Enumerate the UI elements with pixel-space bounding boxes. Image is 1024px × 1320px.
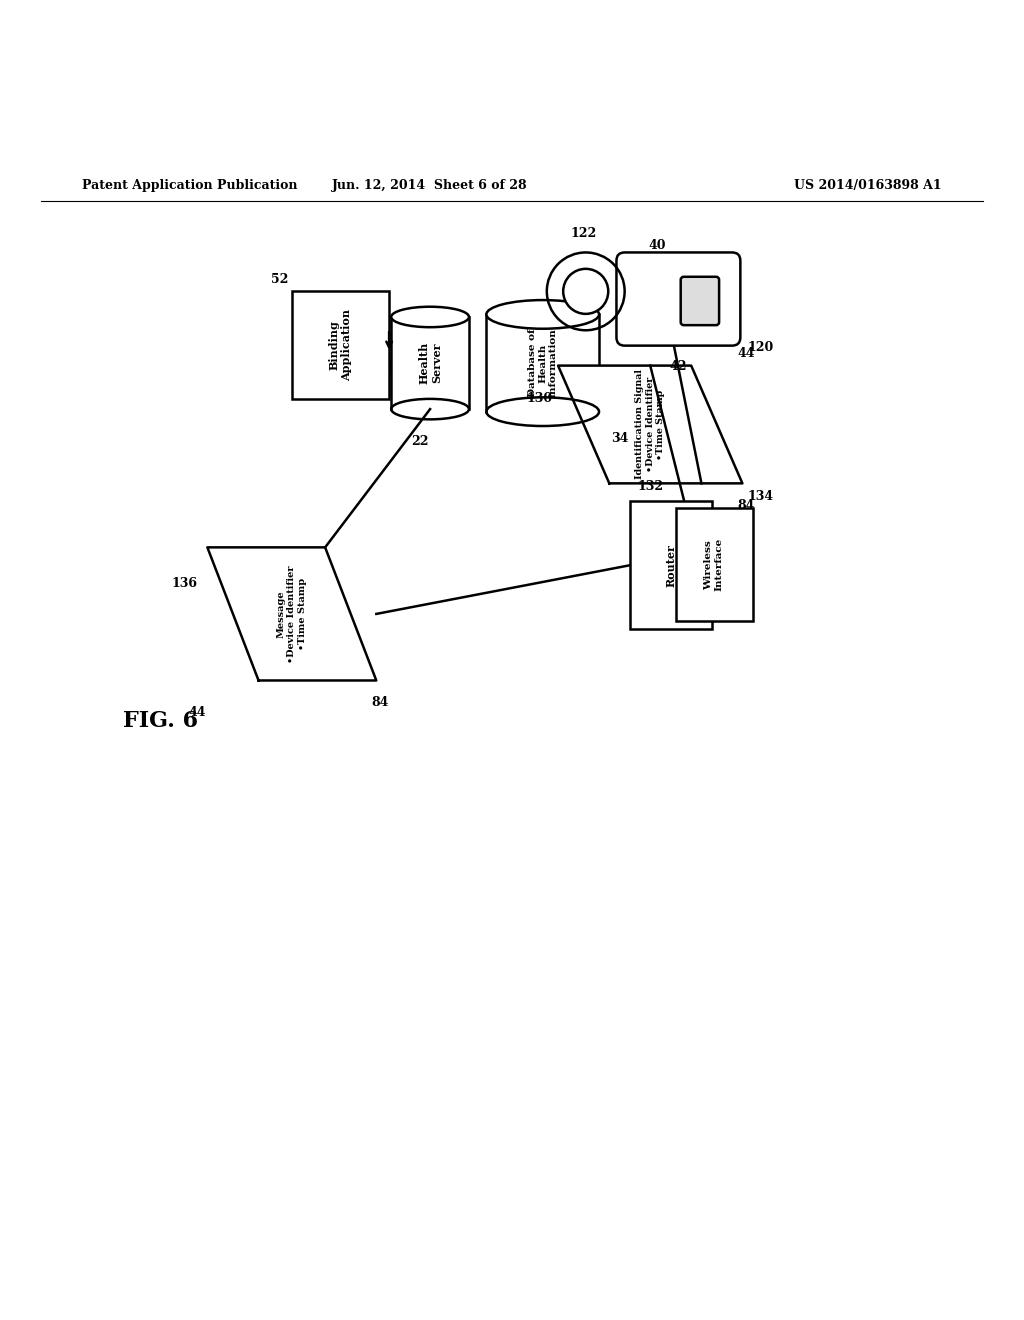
Polygon shape — [207, 548, 377, 681]
Text: Identification Signal
•Device Identifier
•Time Stamp: Identification Signal •Device Identifier… — [635, 370, 666, 479]
Text: 136: 136 — [171, 577, 197, 590]
Bar — [630, 502, 712, 630]
FancyBboxPatch shape — [616, 252, 740, 346]
Text: 134: 134 — [748, 490, 774, 503]
Bar — [292, 292, 389, 399]
Ellipse shape — [391, 306, 469, 327]
Text: 34: 34 — [611, 432, 629, 445]
Text: Message
•Device Identifier
•Time Stamp: Message •Device Identifier •Time Stamp — [276, 565, 307, 663]
Polygon shape — [558, 366, 742, 483]
Text: Wireless
Interface: Wireless Interface — [705, 539, 724, 591]
Text: FIG. 6: FIG. 6 — [123, 710, 198, 733]
Text: Health
Server: Health Server — [418, 342, 442, 384]
Text: Database of
Health
Information: Database of Health Information — [527, 329, 558, 397]
Text: 44: 44 — [188, 706, 206, 719]
Text: 84: 84 — [737, 499, 755, 512]
Text: Binding
Application: Binding Application — [329, 309, 352, 381]
Text: 52: 52 — [271, 273, 288, 286]
Text: 40: 40 — [648, 239, 666, 252]
Text: 84: 84 — [371, 696, 388, 709]
Text: US 2014/0163898 A1: US 2014/0163898 A1 — [795, 180, 942, 193]
Text: Router: Router — [666, 544, 676, 586]
Text: 132: 132 — [637, 480, 664, 494]
FancyBboxPatch shape — [681, 277, 719, 325]
Text: 44: 44 — [737, 347, 755, 360]
Text: Jun. 12, 2014  Sheet 6 of 28: Jun. 12, 2014 Sheet 6 of 28 — [332, 180, 528, 193]
Ellipse shape — [486, 300, 599, 329]
Text: Patent Application Publication: Patent Application Publication — [82, 180, 297, 193]
Text: 120: 120 — [748, 341, 774, 354]
Circle shape — [563, 269, 608, 314]
Text: 122: 122 — [570, 227, 597, 240]
Text: 42: 42 — [670, 360, 687, 374]
Text: 130: 130 — [526, 392, 553, 405]
Bar — [676, 508, 753, 622]
Text: 22: 22 — [411, 434, 429, 447]
